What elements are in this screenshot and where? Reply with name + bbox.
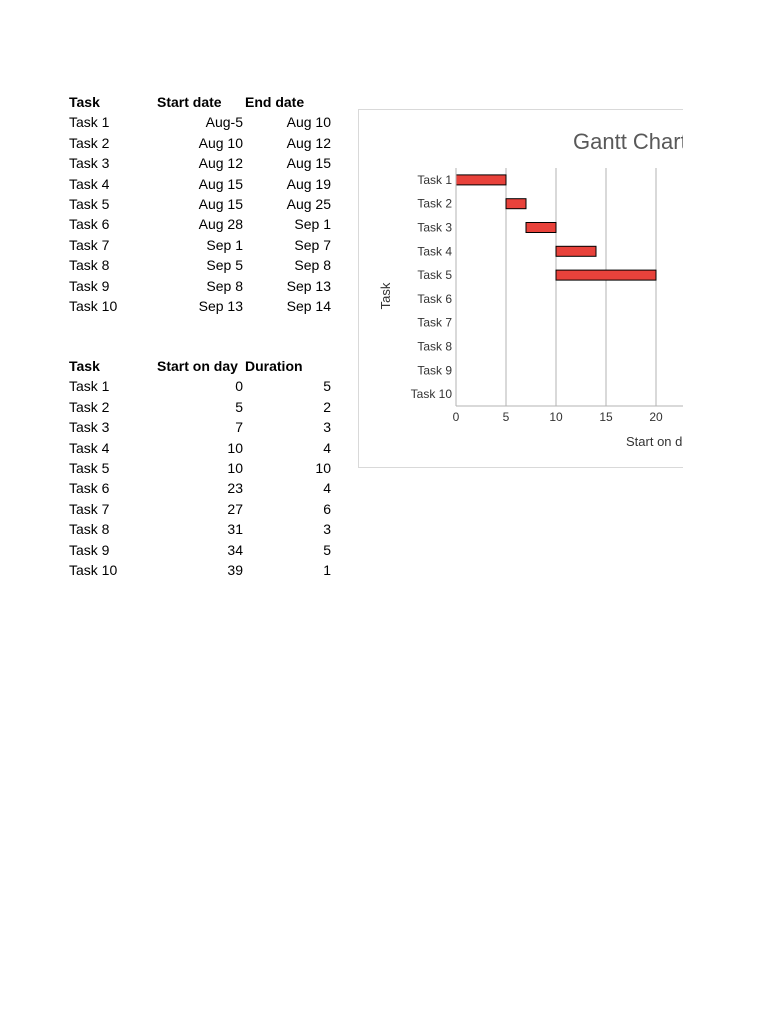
x-tick-label: 5 [503,410,510,424]
gantt-bar [555,245,597,257]
y-tick-label: Task 7 [417,316,452,330]
table-cell[interactable]: 1 [323,561,331,578]
table-cell[interactable]: Task 3 [69,419,110,436]
gantt-bar [555,269,657,281]
column-header: Task [69,94,100,110]
table-cell[interactable]: 5 [235,398,243,415]
gantt-chart[interactable]: Gantt Chart 0 5 10 15 20 Task 1 Task 2 Task 3 Ta… [358,109,683,468]
column-header: Duration [245,358,303,374]
gantt-bar [455,174,507,186]
table-cell[interactable]: Task 1 [69,114,110,131]
y-tick-label: Task 6 [417,292,452,306]
column-header: Start date [157,94,222,110]
x-axis-label: Start on day [626,434,683,449]
table-cell[interactable]: Task 4 [69,439,110,456]
table-cell[interactable]: Task 10 [69,561,118,578]
table-cell[interactable]: Task 2 [69,398,110,415]
table-cell[interactable]: Task 5 [69,459,110,476]
gantt-bar [525,222,557,233]
table-cell[interactable]: Task 9 [69,277,110,294]
table-cell[interactable]: Aug 12 [198,155,243,172]
x-tick-label: 0 [453,410,460,424]
table-cell[interactable]: Sep 5 [206,257,243,274]
y-tick-label: Task 10 [411,387,453,401]
x-tick-label: 20 [649,410,663,424]
table-cell[interactable]: Task 2 [69,134,110,151]
table-cell[interactable]: 7 [235,419,243,436]
table-cell[interactable]: Sep 13 [286,277,331,294]
x-tick-label: 10 [549,410,563,424]
gantt-chart-svg: Gantt Chart 0 5 10 15 20 Task 1 Task 2 Task 3 Ta… [358,109,683,468]
table-cell[interactable]: Task 6 [69,216,110,233]
table-cell[interactable]: Sep 1 [294,216,331,233]
table-cell[interactable]: 39 [227,561,243,578]
table-cell[interactable]: Task 7 [69,500,110,517]
table-cell[interactable]: 5 [323,541,331,558]
table-cell[interactable]: 3 [323,521,331,538]
table-cell[interactable]: Task 1 [69,378,110,395]
table-cell[interactable]: 4 [323,480,331,497]
table-cell[interactable]: Aug 12 [286,134,331,151]
table-cell[interactable]: Aug 15 [286,155,331,172]
table-cell[interactable]: Task 9 [69,541,110,558]
table-cell[interactable]: Aug 25 [286,195,331,212]
table-cell[interactable]: Task 4 [69,175,110,192]
y-tick-label: Task 4 [417,244,452,258]
bars [455,174,657,281]
table-cell[interactable]: Sep 14 [286,297,331,314]
table-cell[interactable]: Aug 15 [198,195,243,212]
y-axis-label: Task [378,282,393,309]
table-cell[interactable]: Task 3 [69,155,110,172]
table-cell[interactable]: Task 6 [69,480,110,497]
y-tick-label: Task 8 [417,340,452,354]
table-cell[interactable]: 23 [227,480,243,497]
grid-lines [505,168,657,406]
table-cell[interactable]: Sep 7 [294,236,331,253]
table-cell[interactable]: Sep 8 [206,277,243,294]
table-cell[interactable]: 10 [227,439,243,456]
y-tick-label: Task 1 [417,173,452,187]
table-cell[interactable]: Aug 28 [198,216,243,233]
table-cell[interactable]: Sep 13 [198,297,243,314]
table-cell[interactable]: 5 [323,378,331,395]
table-cell[interactable]: Sep 1 [206,236,243,253]
table-cell[interactable]: 0 [235,378,243,395]
table-cell[interactable]: 31 [227,521,243,538]
column-header: End date [245,94,305,110]
table-cell[interactable]: Task 10 [69,297,118,314]
table-cell[interactable]: Aug 10 [198,134,243,151]
y-tick-label: Task 2 [417,197,452,211]
table-cell[interactable]: Task 7 [69,236,110,253]
table-cell[interactable]: 2 [323,398,331,415]
table-cell[interactable]: 4 [323,439,331,456]
axes: 0 5 10 15 20 Task 1 Task 2 Task 3 Task 4 Task 5 Ta… [411,168,683,424]
chart-title: Gantt Chart [573,129,683,154]
y-tick-label: Task 5 [417,268,452,282]
table-cell[interactable]: 10 [315,459,331,476]
table-cell[interactable]: Task 5 [69,195,110,212]
table-cell[interactable]: Aug 19 [286,175,331,192]
chart-frame-border [358,109,683,468]
table-cell[interactable]: Aug 10 [286,114,331,131]
table-cell[interactable]: Aug 15 [198,175,243,192]
table-cell[interactable]: Task 8 [69,521,110,538]
table-cell[interactable]: Task 8 [69,257,110,274]
y-tick-label: Task 3 [417,221,452,235]
table-cell[interactable]: Aug-5 [205,114,243,131]
y-tick-label: Task 9 [417,363,452,377]
table-cell[interactable]: Sep 8 [294,257,331,274]
x-tick-label: 15 [599,410,613,424]
table-cell[interactable]: 27 [227,500,243,517]
column-header: Task [69,358,100,374]
table-cell[interactable]: 3 [323,419,331,436]
table-cell[interactable]: 34 [227,541,243,558]
column-header: Start on day [157,358,238,374]
gantt-bar [505,198,527,210]
table-cell[interactable]: 10 [227,459,243,476]
table-cell[interactable]: 6 [323,500,331,517]
